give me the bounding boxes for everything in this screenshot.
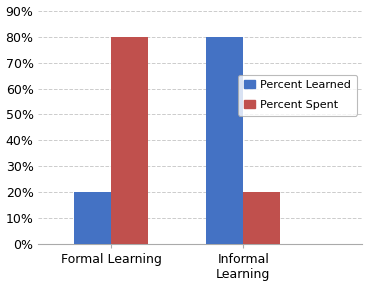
Bar <box>111 36 148 245</box>
Bar <box>243 193 280 245</box>
Legend: Percent Learned, Percent Spent: Percent Learned, Percent Spent <box>238 75 357 116</box>
Bar <box>206 36 243 245</box>
Bar <box>74 193 111 245</box>
